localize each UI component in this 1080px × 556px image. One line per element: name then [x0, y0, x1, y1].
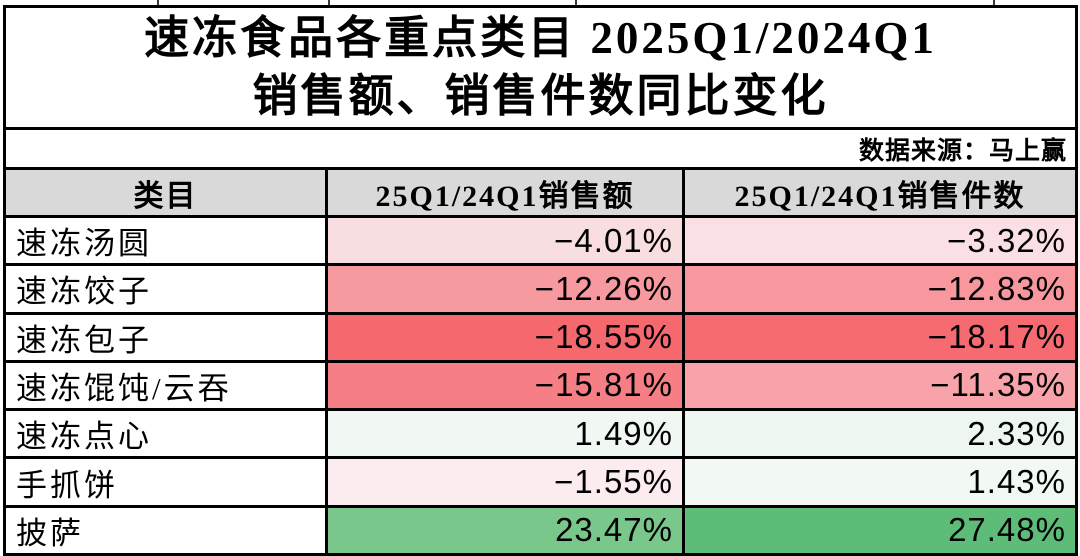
data-table: 类目 25Q1/24Q1销售额 25Q1/24Q1销售件数 速冻汤圆 −4.01… — [6, 170, 1075, 553]
gridline-tick — [157, 0, 159, 5]
header-sales-amount: 25Q1/24Q1销售额 — [325, 170, 682, 215]
table-row: 速冻点心 1.49% 2.33% — [6, 408, 1075, 457]
gridline-tick — [993, 0, 995, 5]
title-line-1: 速冻食品各重点类目 2025Q1/2024Q1 — [144, 13, 937, 63]
table-row: 披萨 23.47% 27.48% — [6, 504, 1075, 553]
table-row: 速冻馄饨/云吞 −15.81% −11.35% — [6, 359, 1075, 409]
table-row: 速冻饺子 −12.26% −12.83% — [6, 263, 1075, 312]
sales-cell: −15.81% — [325, 362, 682, 409]
data-source-label: 数据来源：马上赢 — [858, 137, 1067, 165]
table-frame: 速冻食品各重点类目 2025Q1/2024Q1 销售额、销售件数同比变化 数据来… — [3, 5, 1078, 556]
units-cell: −12.83% — [682, 266, 1075, 312]
table-row: 速冻包子 −18.55% −18.17% — [6, 311, 1075, 360]
units-cell: −3.32% — [682, 218, 1075, 264]
table-row: 手抓饼 −1.55% 1.43% — [6, 456, 1075, 505]
header-sales-units: 25Q1/24Q1销售件数 — [682, 170, 1075, 215]
units-cell: −11.35% — [682, 362, 1075, 409]
sales-cell: −18.55% — [325, 314, 682, 360]
sales-cell: 23.47% — [325, 507, 682, 553]
title-line-2: 销售额、销售件数同比变化 — [252, 70, 829, 121]
source-row: 数据来源：马上赢 — [6, 130, 1075, 170]
sales-cell: −1.55% — [325, 459, 682, 505]
category-cell: 披萨 — [16, 515, 84, 551]
category-cell: 速冻饺子 — [16, 274, 152, 310]
header-category: 类目 — [133, 179, 198, 213]
units-cell: 1.43% — [682, 459, 1075, 505]
table-header-row: 类目 25Q1/24Q1销售额 25Q1/24Q1销售件数 — [6, 170, 1075, 215]
units-cell: −18.17% — [682, 314, 1075, 360]
gridline-tick — [328, 0, 330, 5]
units-cell: 27.48% — [682, 507, 1075, 553]
chart-title: 速冻食品各重点类目 2025Q1/2024Q1 销售额、销售件数同比变化 — [6, 8, 1075, 130]
category-cell: 手抓饼 — [16, 467, 118, 503]
sales-cell: −4.01% — [325, 218, 682, 264]
units-cell: 2.33% — [682, 411, 1075, 457]
category-cell: 速冻馄饨/云吞 — [16, 370, 232, 406]
sales-cell: 1.49% — [325, 411, 682, 457]
category-cell: 速冻包子 — [16, 322, 152, 358]
gridline-tick — [575, 0, 577, 5]
category-cell: 速冻汤圆 — [16, 226, 152, 262]
table-row: 速冻汤圆 −4.01% −3.32% — [6, 215, 1075, 264]
category-cell: 速冻点心 — [16, 419, 152, 455]
table-body: 速冻汤圆 −4.01% −3.32% 速冻饺子 −12.26% −12.83% … — [6, 215, 1075, 553]
sales-cell: −12.26% — [325, 266, 682, 312]
